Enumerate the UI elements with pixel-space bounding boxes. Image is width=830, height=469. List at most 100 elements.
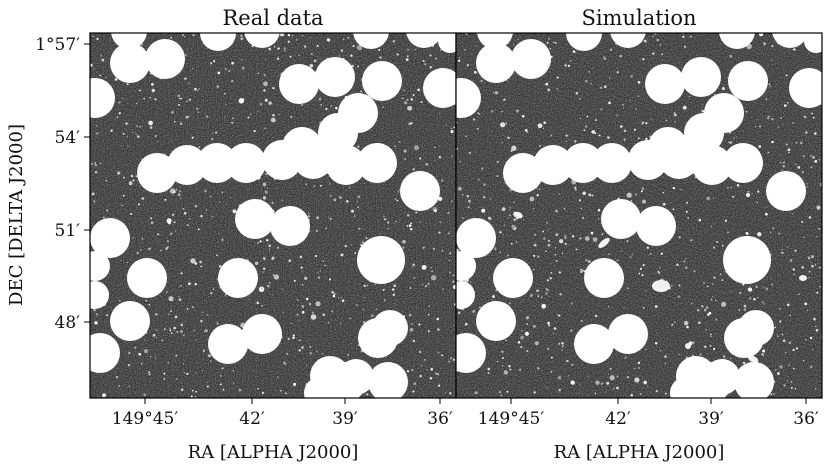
- star: [810, 166, 813, 169]
- star: [680, 189, 682, 191]
- star: [392, 39, 396, 43]
- star: [143, 349, 149, 354]
- star: [782, 164, 785, 168]
- star: [622, 107, 625, 109]
- star: [548, 295, 550, 297]
- star: [629, 256, 632, 259]
- star: [735, 136, 737, 138]
- star: [276, 57, 280, 60]
- star: [141, 238, 144, 240]
- star: [524, 331, 529, 336]
- star: [742, 283, 745, 286]
- star: [215, 131, 218, 134]
- star: [677, 227, 679, 229]
- star: [771, 118, 774, 121]
- mask-circle: [503, 153, 543, 193]
- star: [118, 384, 121, 387]
- star: [420, 364, 423, 367]
- star: [806, 309, 809, 312]
- star: [338, 297, 340, 299]
- star: [529, 196, 535, 202]
- star: [361, 241, 365, 244]
- mask-circle: [167, 145, 207, 185]
- star: [122, 194, 125, 197]
- star: [287, 337, 290, 341]
- star: [450, 129, 454, 134]
- star: [705, 306, 709, 309]
- star: [403, 149, 407, 153]
- star: [173, 121, 176, 123]
- star: [351, 209, 354, 213]
- star: [257, 72, 259, 74]
- star: [594, 119, 597, 122]
- star: [410, 222, 413, 225]
- star: [585, 236, 590, 241]
- star: [185, 54, 187, 56]
- star: [765, 212, 768, 216]
- star: [785, 143, 788, 146]
- star: [507, 217, 509, 219]
- star: [194, 372, 197, 374]
- mask-circle: [728, 61, 768, 101]
- star: [173, 326, 177, 330]
- star: [181, 34, 184, 36]
- galaxy: [598, 237, 610, 249]
- star: [293, 382, 297, 386]
- star: [597, 208, 601, 212]
- star: [710, 298, 713, 301]
- star: [459, 160, 461, 163]
- star: [268, 47, 272, 51]
- star: [171, 140, 173, 142]
- star: [301, 310, 305, 314]
- star: [170, 36, 173, 39]
- star: [330, 105, 333, 107]
- star: [268, 281, 271, 284]
- star: [319, 184, 322, 187]
- star: [786, 303, 790, 307]
- star: [559, 293, 562, 296]
- star: [507, 136, 510, 139]
- star: [395, 198, 397, 200]
- star: [810, 262, 812, 264]
- star: [489, 198, 491, 200]
- star: [268, 101, 272, 105]
- star: [183, 372, 185, 374]
- star: [366, 393, 369, 396]
- star: [673, 112, 676, 114]
- star: [105, 76, 107, 78]
- star: [224, 116, 226, 118]
- star: [327, 321, 330, 324]
- star: [616, 386, 619, 390]
- star: [703, 308, 707, 312]
- star: [578, 97, 581, 100]
- star: [564, 237, 567, 240]
- star: [475, 45, 477, 47]
- star: [771, 59, 773, 61]
- star: [178, 296, 180, 298]
- star: [254, 261, 259, 265]
- star: [382, 106, 384, 109]
- star: [812, 155, 815, 159]
- mask-circle: [659, 139, 699, 179]
- star: [313, 185, 316, 187]
- star: [338, 55, 341, 57]
- star: [175, 378, 178, 380]
- mask-circle: [493, 258, 533, 298]
- star: [356, 44, 363, 51]
- star: [550, 134, 553, 137]
- star: [457, 311, 461, 314]
- star: [128, 352, 131, 354]
- mask-circle: [208, 324, 248, 364]
- star: [550, 271, 553, 274]
- star: [264, 190, 268, 194]
- star: [308, 302, 312, 306]
- star: [309, 63, 314, 68]
- panel-title-real: Real data: [222, 6, 323, 30]
- star: [598, 134, 601, 137]
- star: [789, 259, 793, 262]
- star: [626, 376, 630, 379]
- star: [580, 268, 582, 271]
- star: [468, 199, 471, 203]
- star: [558, 271, 561, 274]
- star: [510, 243, 513, 245]
